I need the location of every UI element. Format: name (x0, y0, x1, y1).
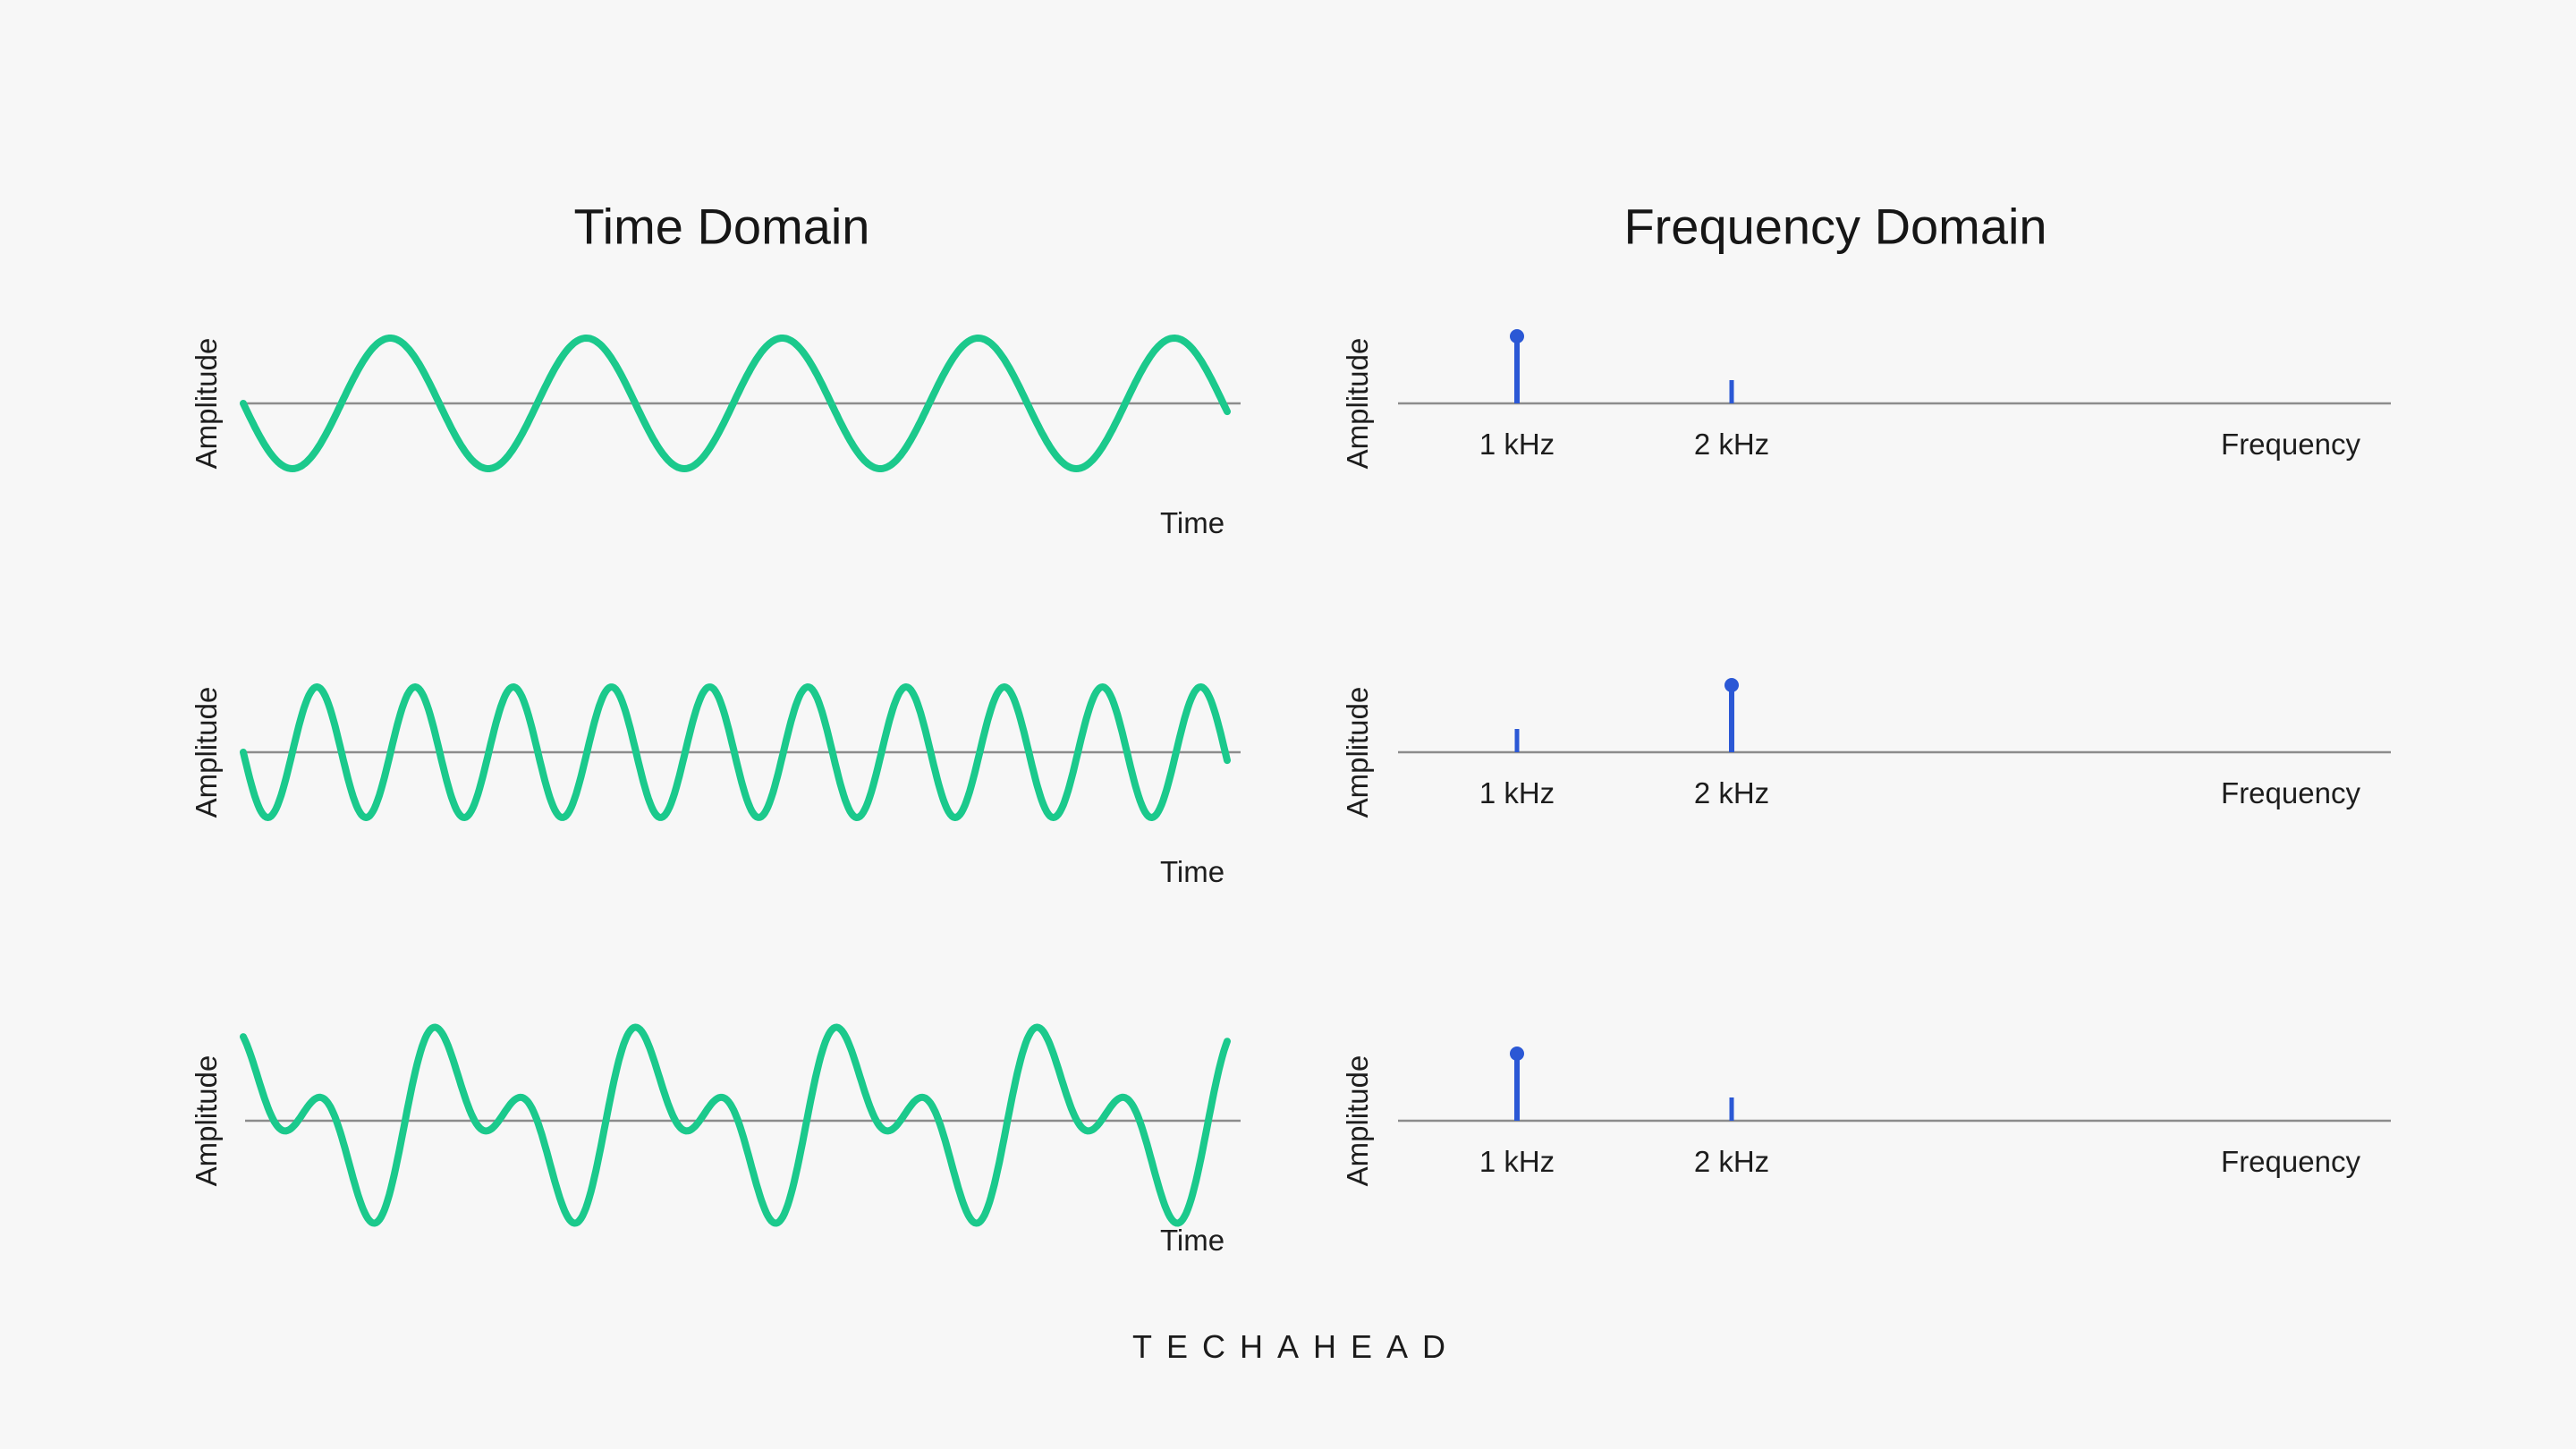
time-amplitude-axis-label: Amplitude (190, 686, 223, 818)
freq-amplitude-axis-label: Amplitude (1341, 337, 1374, 470)
frequency-domain-plot (1398, 329, 2391, 405)
techahead-wordmark: TECHAHEAD (1131, 1328, 1461, 1365)
time-axis-label: Time (1159, 506, 1225, 539)
waveform-path (240, 335, 1231, 472)
time-amplitude-axis-label: Amplitude (190, 1055, 223, 1187)
spike-dot (1724, 678, 1739, 692)
time-domain-plot (240, 335, 1241, 472)
tick-label-2khz: 2 kHz (1693, 776, 1770, 809)
time-axis-label: Time (1159, 855, 1225, 888)
time-domain-plot (240, 1023, 1241, 1227)
frequency-axis-label: Frequency (2221, 776, 2360, 809)
tick-label-1khz: 1 kHz (1479, 1145, 1555, 1178)
tick-label-1khz: 1 kHz (1479, 428, 1555, 461)
tick-label-2khz: 2 kHz (1693, 428, 1770, 461)
frequency-axis-label: Frequency (2221, 1145, 2360, 1178)
time-axis-label: Time (1159, 1224, 1225, 1257)
frequency-domain-title: Frequency Domain (1623, 198, 2047, 255)
freq-amplitude-axis-label: Amplitude (1341, 686, 1374, 818)
frequency-domain-plot (1398, 678, 2391, 754)
freq-amplitude-axis-label: Amplitude (1341, 1055, 1374, 1187)
waveform-path (240, 683, 1231, 821)
frequency-domain-plot (1398, 1046, 2391, 1123)
tick-label-1khz: 1 kHz (1479, 776, 1555, 809)
time-domain-title: Time Domain (573, 198, 870, 255)
tick-label-2khz: 2 kHz (1693, 1145, 1770, 1178)
time-domain-plot (240, 683, 1241, 821)
time-amplitude-axis-label: Amplitude (190, 337, 223, 470)
frequency-axis-label: Frequency (2221, 428, 2360, 461)
spike-dot (1510, 329, 1524, 343)
waveform-path (240, 1023, 1231, 1227)
spike-dot (1510, 1046, 1524, 1061)
